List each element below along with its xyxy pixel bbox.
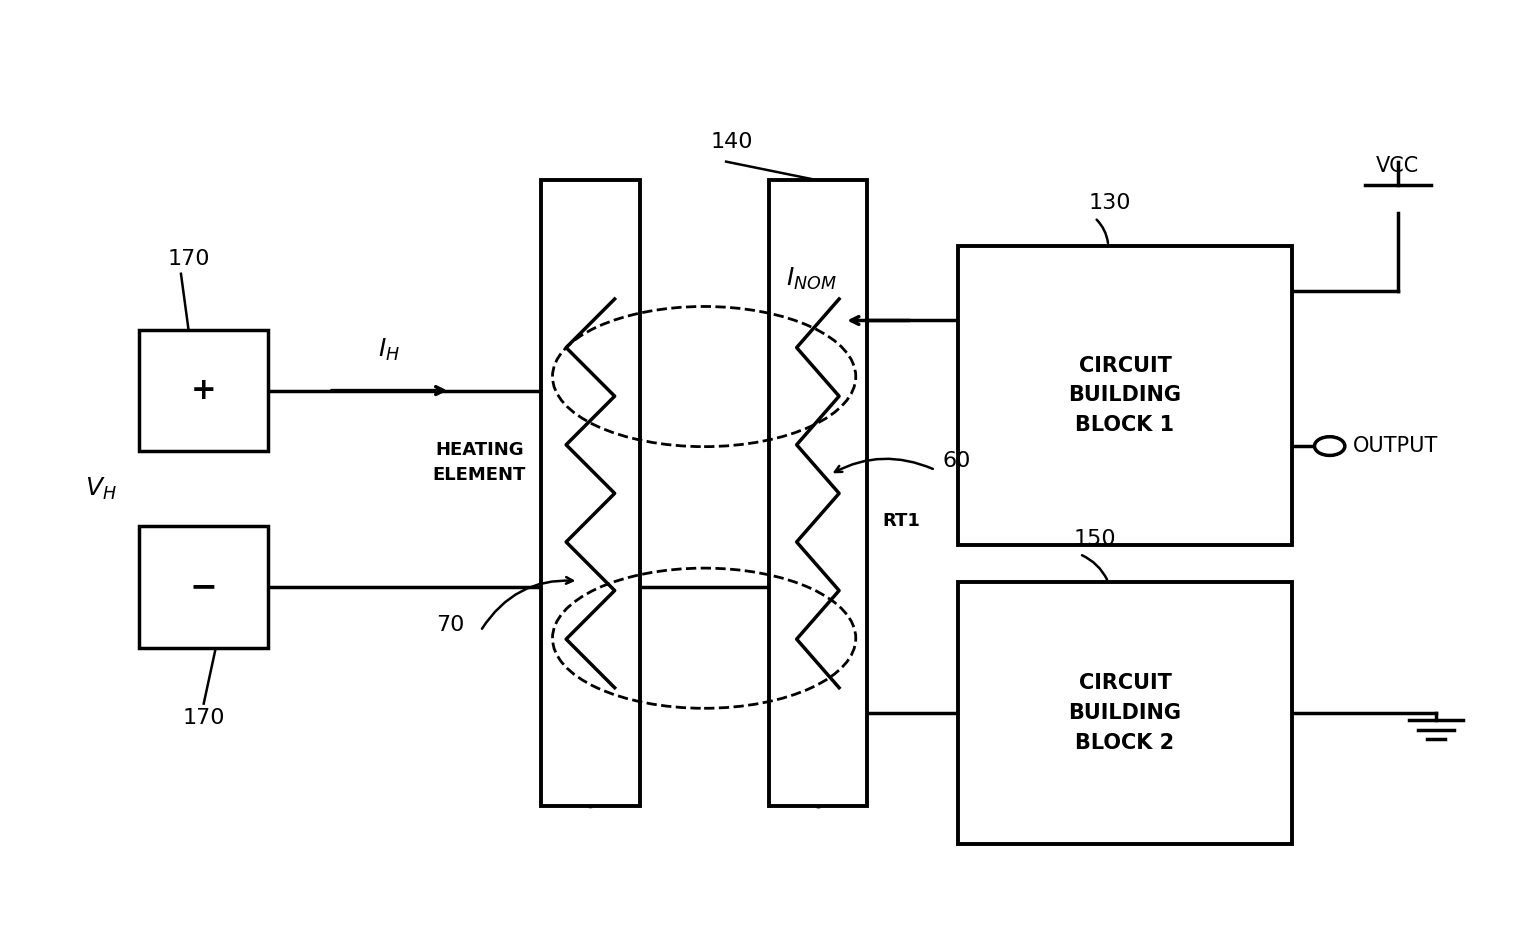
Circle shape xyxy=(1315,437,1345,455)
Text: 60: 60 xyxy=(944,450,971,471)
Bar xyxy=(769,180,868,807)
Bar xyxy=(959,245,1292,545)
Text: $I_H$: $I_H$ xyxy=(379,337,400,363)
Bar xyxy=(959,582,1292,844)
Circle shape xyxy=(1315,437,1345,455)
Text: CIRCUIT
BUILDING
BLOCK 1: CIRCUIT BUILDING BLOCK 1 xyxy=(1068,355,1181,435)
Bar xyxy=(139,330,268,451)
Text: 70: 70 xyxy=(435,615,464,634)
Text: OUTPUT: OUTPUT xyxy=(1353,436,1438,456)
Text: 150: 150 xyxy=(1073,529,1116,549)
Text: VCC: VCC xyxy=(1376,156,1420,176)
Bar xyxy=(542,180,639,807)
Text: 130: 130 xyxy=(1088,193,1131,213)
Text: 170: 170 xyxy=(183,708,225,729)
Bar xyxy=(139,526,268,648)
Text: 140: 140 xyxy=(711,133,753,152)
Text: −: − xyxy=(190,571,218,603)
Text: RT1: RT1 xyxy=(883,512,921,530)
Text: +: + xyxy=(190,376,216,405)
Text: CIRCUIT
BUILDING
BLOCK 2: CIRCUIT BUILDING BLOCK 2 xyxy=(1068,673,1181,753)
Text: HEATING
ELEMENT: HEATING ELEMENT xyxy=(432,441,527,483)
Text: $I_{NOM}$: $I_{NOM}$ xyxy=(785,266,837,292)
Text: $V_H$: $V_H$ xyxy=(85,476,117,502)
Text: 170: 170 xyxy=(167,249,210,269)
